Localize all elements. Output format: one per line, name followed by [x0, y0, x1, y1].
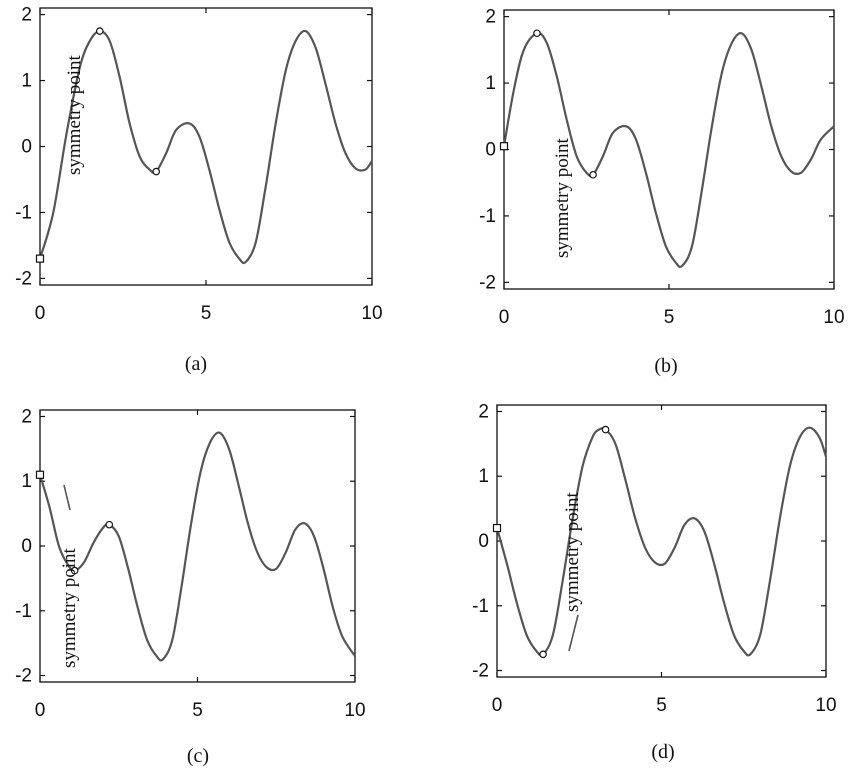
panel-caption: (a) — [185, 353, 207, 375]
y-tick-label: 0 — [478, 531, 489, 552]
y-tick-label: -1 — [472, 596, 489, 617]
circle-marker — [153, 168, 159, 174]
x-tick-label: 0 — [35, 700, 46, 721]
circle-marker — [590, 172, 596, 178]
x-tick-label: 5 — [664, 307, 675, 328]
plot-frame — [40, 410, 355, 682]
symmetry-point-annotation: symmetry point — [562, 491, 583, 612]
x-tick-label: 10 — [823, 307, 844, 328]
y-tick-label: 0 — [21, 137, 32, 158]
y-tick-label: 2 — [485, 7, 496, 28]
circle-marker — [106, 521, 112, 527]
plot-frame — [40, 8, 372, 285]
x-tick-label: 5 — [656, 695, 667, 716]
y-tick-label: 0 — [21, 536, 32, 557]
chart-panel-d: -2 -1 0 1 2 0 5 10 symmetry point (d) — [472, 401, 836, 763]
x-tick-label: 0 — [35, 303, 46, 324]
x-tick-label: 10 — [344, 700, 365, 721]
x-tick-label: 10 — [361, 303, 382, 324]
symmetry-point-annotation: symmetry point — [64, 54, 85, 175]
y-tick-label: -2 — [472, 661, 489, 682]
x-tick-label: 0 — [492, 695, 503, 716]
y-tick-label: 1 — [478, 466, 489, 487]
y-tick-label: 2 — [21, 406, 32, 427]
y-tick-label: 0 — [485, 140, 496, 161]
symmetry-point-annotation: symmetry point — [552, 137, 573, 258]
y-tick-label: 2 — [21, 5, 32, 26]
circle-marker — [97, 28, 103, 34]
circle-marker — [602, 426, 608, 432]
square-marker — [501, 143, 508, 150]
symmetry-point-annotation: symmetry point — [59, 547, 80, 668]
panel-caption: (b) — [654, 355, 677, 377]
x-tick-label: 0 — [499, 307, 510, 328]
y-tick-label: -2 — [15, 666, 32, 687]
x-tick-label: 10 — [815, 695, 836, 716]
annotation-leader-line — [569, 615, 578, 651]
square-marker — [37, 471, 44, 478]
y-tick-label: -2 — [15, 268, 32, 289]
square-marker — [494, 525, 501, 532]
annotation-leader-line — [64, 485, 70, 510]
chart-panel-a: -2 -1 0 1 2 0 5 10 symmetry point (a) — [15, 5, 382, 375]
y-tick-label: -1 — [15, 202, 32, 223]
chart-panel-c: -2 -1 0 1 2 0 5 10 symmetry point (c) — [15, 406, 365, 767]
panel-caption: (c) — [187, 745, 209, 767]
y-tick-label: -1 — [479, 206, 496, 227]
circle-marker — [540, 651, 546, 657]
square-marker — [37, 255, 44, 262]
y-tick-label: -1 — [15, 601, 32, 622]
x-tick-label: 5 — [201, 303, 212, 324]
y-tick-label: 1 — [485, 73, 496, 94]
series-line — [40, 31, 372, 263]
series-line — [497, 428, 826, 656]
y-tick-label: 1 — [21, 471, 32, 492]
y-tick-label: 2 — [478, 401, 489, 422]
chart-panel-b: -2 -1 0 1 2 0 5 10 symmetry point (b) — [479, 7, 844, 377]
y-tick-label: -2 — [479, 272, 496, 293]
y-tick-label: 1 — [21, 71, 32, 92]
circle-marker — [534, 30, 540, 36]
x-tick-label: 5 — [192, 700, 203, 721]
panel-caption: (d) — [651, 741, 674, 763]
series-line — [40, 433, 355, 661]
